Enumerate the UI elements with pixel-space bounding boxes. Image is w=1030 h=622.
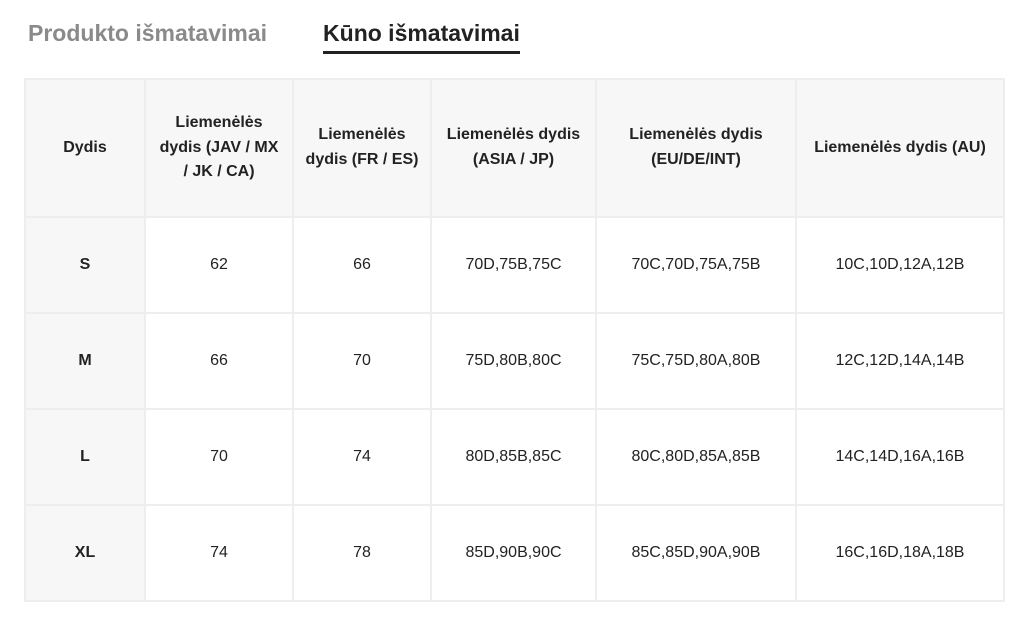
cell-eu: 75C,75D,80A,80B (596, 313, 796, 409)
table-header-row: Dydis Liemenėlės dydis (JAV / MX / JK / … (25, 79, 1004, 217)
table-row: L 70 74 80D,85B,85C 80C,80D,85A,85B 14C,… (25, 409, 1004, 505)
cell-fr: 78 (293, 505, 431, 601)
tab-body-measurements[interactable]: Kūno išmatavimai (323, 20, 520, 54)
table-row: XL 74 78 85D,90B,90C 85C,85D,90A,90B 16C… (25, 505, 1004, 601)
cell-fr: 70 (293, 313, 431, 409)
cell-size: M (25, 313, 145, 409)
cell-size: XL (25, 505, 145, 601)
cell-asia: 80D,85B,85C (431, 409, 596, 505)
col-header-size: Dydis (25, 79, 145, 217)
tab-bar: Produkto išmatavimai Kūno išmatavimai (24, 20, 1006, 54)
cell-au: 12C,12D,14A,14B (796, 313, 1004, 409)
cell-us: 66 (145, 313, 293, 409)
cell-us: 70 (145, 409, 293, 505)
table-row: S 62 66 70D,75B,75C 70C,70D,75A,75B 10C,… (25, 217, 1004, 313)
col-header-eu: Liemenėlės dydis (EU/DE/INT) (596, 79, 796, 217)
cell-us: 62 (145, 217, 293, 313)
size-table: Dydis Liemenėlės dydis (JAV / MX / JK / … (24, 78, 1005, 602)
cell-eu: 80C,80D,85A,85B (596, 409, 796, 505)
cell-fr: 66 (293, 217, 431, 313)
cell-eu: 70C,70D,75A,75B (596, 217, 796, 313)
tab-product-measurements[interactable]: Produkto išmatavimai (28, 20, 267, 54)
cell-fr: 74 (293, 409, 431, 505)
col-header-asia: Liemenėlės dydis (ASIA / JP) (431, 79, 596, 217)
cell-size: L (25, 409, 145, 505)
cell-au: 16C,16D,18A,18B (796, 505, 1004, 601)
cell-size: S (25, 217, 145, 313)
col-header-au: Liemenėlės dydis (AU) (796, 79, 1004, 217)
cell-eu: 85C,85D,90A,90B (596, 505, 796, 601)
col-header-fr: Liemenėlės dydis (FR / ES) (293, 79, 431, 217)
cell-us: 74 (145, 505, 293, 601)
cell-au: 10C,10D,12A,12B (796, 217, 1004, 313)
table-row: M 66 70 75D,80B,80C 75C,75D,80A,80B 12C,… (25, 313, 1004, 409)
col-header-us: Liemenėlės dydis (JAV / MX / JK / CA) (145, 79, 293, 217)
cell-au: 14C,14D,16A,16B (796, 409, 1004, 505)
cell-asia: 85D,90B,90C (431, 505, 596, 601)
cell-asia: 75D,80B,80C (431, 313, 596, 409)
cell-asia: 70D,75B,75C (431, 217, 596, 313)
